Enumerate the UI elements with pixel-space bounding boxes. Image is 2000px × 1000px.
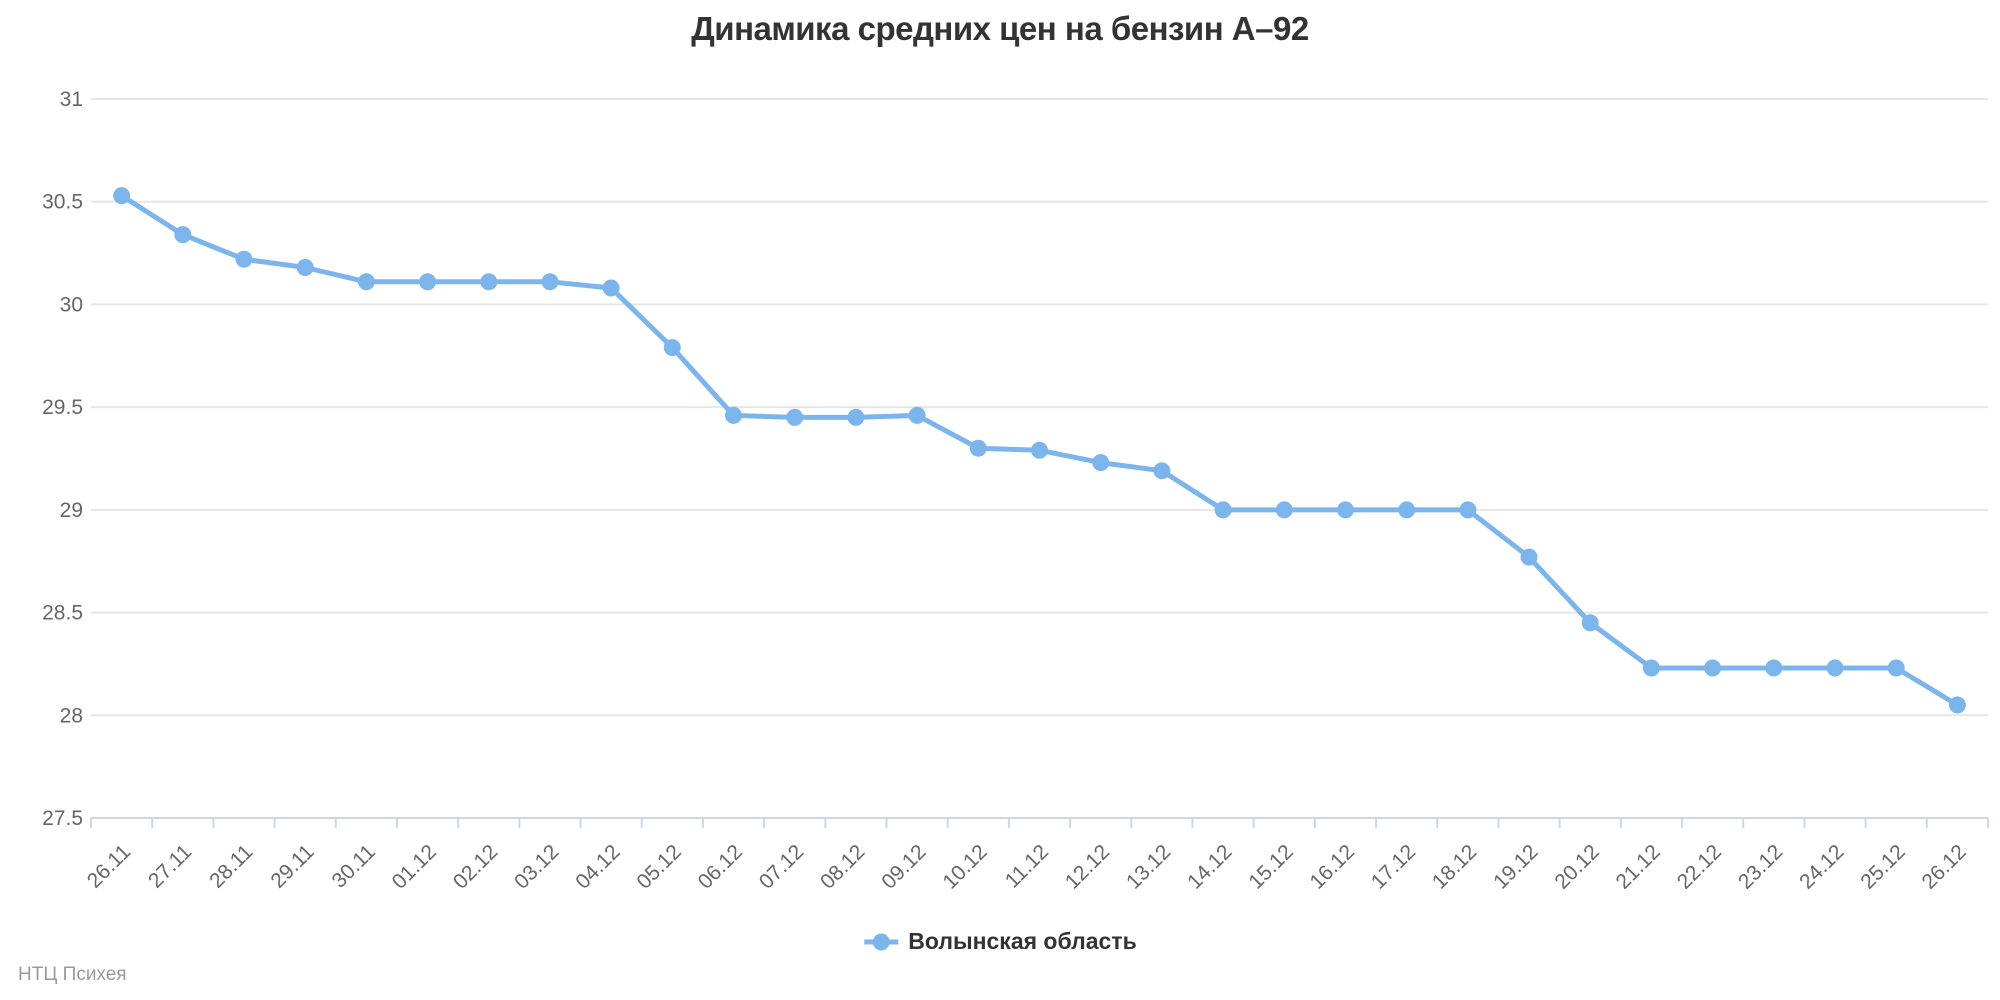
- data-point-marker[interactable]: [235, 250, 253, 268]
- data-point-marker[interactable]: [1275, 501, 1293, 519]
- x-axis-label: 26.12: [1918, 840, 1971, 893]
- data-point-marker[interactable]: [663, 339, 681, 357]
- data-point-marker[interactable]: [969, 439, 987, 457]
- data-point-marker[interactable]: [1887, 659, 1905, 677]
- data-point-marker[interactable]: [541, 273, 559, 291]
- data-point-marker[interactable]: [847, 408, 865, 426]
- x-axis-label: 06.12: [694, 840, 747, 893]
- x-axis-label: 20.12: [1550, 840, 1603, 893]
- legend-item[interactable]: Волынская область: [863, 928, 1137, 955]
- x-axis-label: 13.12: [1122, 840, 1175, 893]
- x-axis-label: 16.12: [1306, 840, 1359, 893]
- x-axis-label: 11.12: [1001, 840, 1053, 892]
- x-axis-label: 22.12: [1673, 840, 1726, 893]
- x-axis-label: 19.12: [1489, 840, 1542, 893]
- data-point-marker[interactable]: [296, 259, 314, 276]
- data-point-marker[interactable]: [1765, 659, 1783, 677]
- x-axis-label: 09.12: [877, 840, 930, 893]
- legend-label: Волынская область: [908, 928, 1137, 954]
- x-axis-label: 12.12: [1061, 840, 1114, 893]
- data-point-marker[interactable]: [1704, 659, 1722, 677]
- x-axis-label: 29.11: [266, 840, 318, 892]
- data-point-marker[interactable]: [1153, 462, 1171, 480]
- y-axis-label: 28.5: [42, 602, 83, 625]
- data-point-marker[interactable]: [786, 408, 804, 426]
- data-point-marker[interactable]: [1948, 696, 1966, 714]
- x-axis-label: 30.11: [328, 840, 380, 892]
- x-axis-label: 27.11: [144, 840, 196, 892]
- x-axis-label: 23.12: [1734, 840, 1787, 893]
- x-axis-label: 05.12: [632, 840, 685, 893]
- x-axis-label: 15.12: [1244, 840, 1297, 893]
- y-axis-label: 30.5: [42, 191, 83, 214]
- data-point-marker[interactable]: [602, 279, 620, 297]
- data-point-marker[interactable]: [1826, 659, 1844, 677]
- x-axis-label: 03.12: [510, 840, 563, 893]
- y-axis-label: 31: [60, 88, 83, 111]
- data-point-marker[interactable]: [1398, 501, 1416, 519]
- data-point-marker[interactable]: [113, 187, 131, 205]
- x-axis-label: 14.12: [1183, 840, 1236, 893]
- x-axis-label: 21.12: [1612, 840, 1665, 893]
- x-axis-label: 26.11: [83, 840, 135, 892]
- x-axis-label: 18.12: [1428, 840, 1481, 893]
- x-axis-label: 17.12: [1367, 840, 1420, 893]
- chart-title: Динамика средних цен на бензин А–92: [691, 10, 1309, 47]
- data-point-marker[interactable]: [357, 273, 375, 291]
- x-axis-label: 28.11: [205, 840, 257, 892]
- data-point-marker[interactable]: [1337, 501, 1354, 519]
- y-axis-label: 30: [60, 293, 83, 316]
- data-point-marker[interactable]: [1520, 548, 1538, 566]
- x-axis-label: 02.12: [449, 840, 502, 893]
- y-axis-label: 29.5: [42, 396, 83, 419]
- data-point-marker[interactable]: [1642, 659, 1660, 677]
- data-point-marker[interactable]: [1092, 454, 1110, 472]
- data-point-marker[interactable]: [725, 406, 742, 424]
- x-axis-label: 25.12: [1856, 840, 1909, 893]
- credits: НТЦ Психея: [18, 964, 127, 985]
- data-point-marker[interactable]: [908, 406, 926, 424]
- data-point-marker[interactable]: [480, 273, 498, 291]
- data-point-marker[interactable]: [1214, 501, 1232, 519]
- legend-line-marker-icon: [864, 933, 899, 950]
- y-axis-label: 29: [60, 499, 83, 522]
- x-axis-label: 24.12: [1795, 840, 1848, 893]
- legend-dot-icon: [872, 933, 890, 950]
- x-axis-label: 08.12: [816, 840, 869, 893]
- x-axis-label: 07.12: [755, 840, 808, 893]
- data-point-marker[interactable]: [419, 273, 437, 291]
- x-axis-label: 01.12: [388, 840, 441, 893]
- y-axis-label: 27.5: [42, 807, 83, 830]
- y-axis-label: 28: [60, 704, 83, 727]
- x-axis-label: 10.12: [938, 840, 991, 893]
- data-point-marker[interactable]: [1031, 441, 1048, 459]
- data-point-marker[interactable]: [1459, 501, 1477, 519]
- data-point-marker[interactable]: [1581, 614, 1599, 632]
- data-point-marker[interactable]: [174, 226, 192, 244]
- x-axis-label: 04.12: [571, 840, 624, 893]
- legend: Волынская область: [863, 928, 1137, 955]
